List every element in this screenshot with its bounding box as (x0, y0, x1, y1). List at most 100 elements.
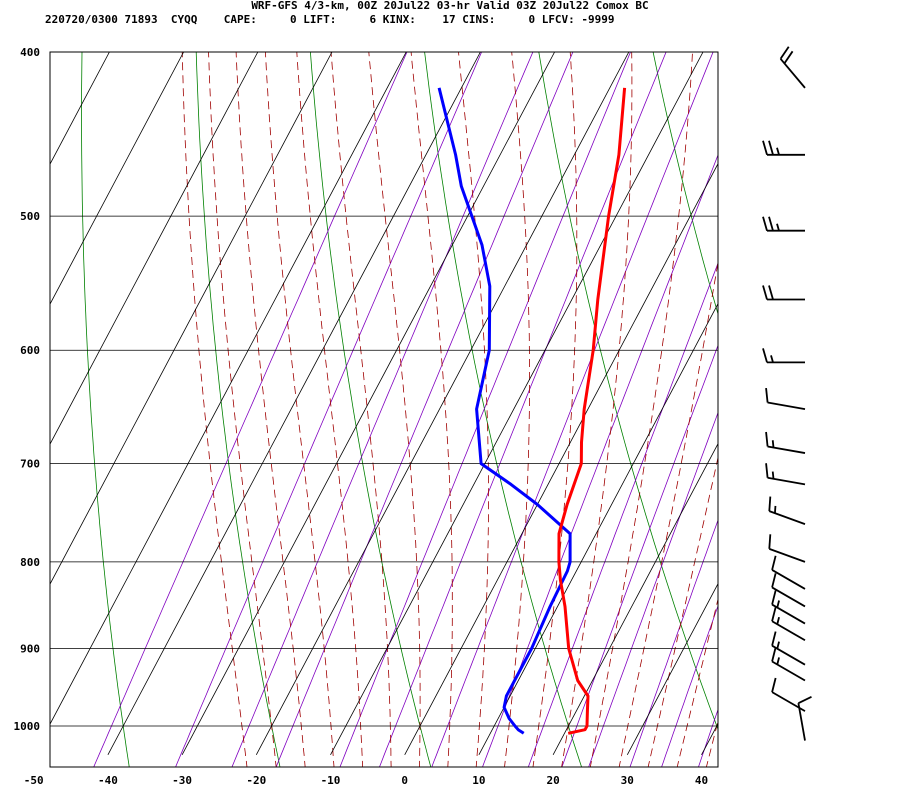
moist-adiabat (458, 52, 489, 767)
chart-title: WRF-GFS 4/3-km, 00Z 20Jul22 03-hr Valid … (251, 0, 649, 12)
moist-adiabat (296, 52, 363, 767)
wind-barb (771, 677, 806, 712)
temperature-tick-label: -10 (321, 774, 341, 787)
wind-barb (765, 431, 806, 454)
moist-adiabat (504, 52, 530, 767)
isotherm-line (552, 442, 718, 756)
wind-barb (762, 285, 805, 301)
moist-adiabat (676, 597, 718, 767)
moist-adiabat (618, 260, 718, 767)
mixing-ratio-line (175, 52, 483, 767)
moist-adiabat (264, 52, 335, 767)
isotherm-line (50, 52, 407, 725)
mixing-ratio-line (431, 52, 714, 767)
moist-adiabat (235, 52, 306, 767)
dry-adiabat (538, 52, 718, 731)
sounding-profiles (437, 87, 627, 735)
wind-barb (797, 695, 812, 741)
mixing-ratio-line (379, 52, 667, 767)
isotherm-line (50, 52, 259, 445)
mixing-ratio-line (231, 52, 534, 767)
mixing-ratio-line (275, 52, 574, 767)
dry-adiabat (309, 52, 432, 767)
mixing-ratio-line (339, 52, 631, 767)
moist-adiabat (589, 52, 693, 767)
moist-adiabat (647, 455, 718, 767)
isotherm-line (50, 52, 184, 305)
wind-barb (768, 534, 806, 563)
pressure-axis: 400 500 600 700 800 900 1000 (14, 46, 41, 733)
plot-frame (49, 51, 719, 768)
pressure-tick-label: 1000 (14, 720, 41, 733)
isotherm-line (404, 162, 718, 756)
mixing-ratio-line (93, 52, 408, 767)
pressure-tick-label: 600 (20, 344, 40, 357)
wind-barb (762, 216, 805, 232)
mixing-ratio-line (698, 708, 718, 767)
isotherm-line (478, 302, 718, 756)
wind-barb (771, 590, 806, 625)
dewpoint-profile (437, 87, 572, 735)
wind-barb (765, 387, 806, 411)
isotherm-line (701, 722, 718, 756)
wind-barb (771, 573, 806, 608)
wind-barb (762, 140, 805, 156)
wind-barbs (762, 46, 812, 741)
temperature-tick-label: -30 (172, 774, 192, 787)
wind-barb (771, 555, 806, 590)
wind-barb (771, 647, 806, 682)
temperature-tick-label: -40 (98, 774, 118, 787)
dry-adiabat (758, 14, 900, 769)
moist-adiabat (410, 52, 453, 767)
mixing-ratio-line (629, 519, 718, 767)
temperature-axis: -50 -40 -30 -20 -10 0 10 20 30 40 (24, 774, 708, 787)
pressure-tick-label: 400 (20, 46, 40, 59)
isotherm-line (50, 52, 333, 585)
moist-adiabat (705, 719, 718, 767)
wind-barb (771, 631, 806, 666)
isotherm-line (181, 52, 555, 756)
isotherm-line (330, 52, 704, 756)
dry-adiabat (81, 52, 130, 767)
pressure-tick-label: 500 (20, 210, 40, 223)
grid-lines (50, 51, 718, 756)
temperature-tick-label: 30 (621, 774, 634, 787)
temperature-tick-label: -50 (24, 774, 44, 787)
dry-adiabat (195, 52, 281, 767)
moist-adiabat (181, 52, 248, 767)
temperature-tick-label: 40 (695, 774, 708, 787)
isotherm-line (255, 52, 630, 756)
wind-barb (765, 463, 806, 486)
isotherm-line (50, 52, 110, 165)
temperature-tick-label: 20 (546, 774, 559, 787)
dry-adiabat (424, 52, 582, 767)
wind-barb (762, 348, 805, 364)
pressure-tick-label: 800 (20, 556, 40, 569)
mixing-ratio-line (561, 344, 718, 767)
temperature-profile (557, 87, 627, 735)
dry-adiabat (652, 52, 718, 316)
isotherm-line (107, 52, 481, 756)
temperature-tick-label: 0 (401, 774, 408, 787)
pressure-tick-label: 900 (20, 642, 40, 655)
moist-adiabat (561, 52, 633, 767)
wind-barb (771, 606, 806, 642)
dry-adiabat (871, 14, 900, 769)
moist-adiabat (368, 52, 421, 767)
wind-barb (768, 496, 806, 525)
pressure-tick-label: 700 (20, 458, 40, 471)
moist-adiabat (208, 52, 277, 767)
moist-adiabat (330, 52, 392, 767)
mixing-ratio-line (661, 604, 718, 767)
wind-barb (779, 46, 806, 89)
isotherm-line (626, 582, 718, 756)
mixing-ratio-line (527, 262, 718, 767)
temperature-tick-label: 10 (472, 774, 485, 787)
mixing-ratio-line (482, 153, 718, 767)
thermodynamic-background (81, 14, 900, 769)
stability-indices: 220720/0300 71893 CYQQ CAPE: 0 LIFT: 6 K… (45, 13, 615, 26)
mixing-ratio-line (588, 411, 718, 767)
moist-adiabat (532, 52, 578, 767)
temperature-tick-label: -20 (246, 774, 266, 787)
